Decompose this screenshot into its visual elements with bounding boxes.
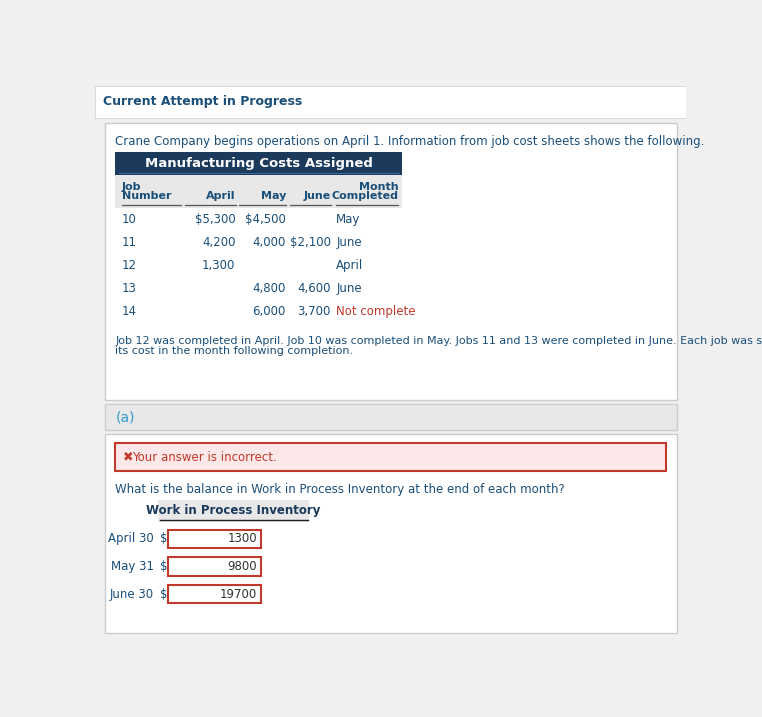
Text: Job 12 was completed in April. Job 10 was completed in May. Jobs 11 and 13 were : Job 12 was completed in April. Job 10 wa…	[115, 336, 762, 346]
Text: 14: 14	[122, 305, 136, 318]
Text: Completed: Completed	[331, 191, 399, 201]
Text: Manufacturing Costs Assigned: Manufacturing Costs Assigned	[145, 157, 373, 171]
Text: Month: Month	[359, 181, 399, 191]
Text: 4,000: 4,000	[252, 236, 286, 249]
Text: May 31: May 31	[111, 560, 154, 573]
Text: $: $	[160, 588, 168, 601]
Text: Your answer is incorrect.: Your answer is incorrect.	[133, 451, 277, 464]
Text: April 30: April 30	[108, 532, 154, 546]
Text: May: May	[261, 191, 286, 201]
Text: ✖: ✖	[123, 451, 133, 464]
Text: $5,300: $5,300	[195, 213, 235, 226]
Text: Crane Company begins operations on April 1. Information from job cost sheets sho: Crane Company begins operations on April…	[115, 136, 705, 148]
Bar	[168, 530, 261, 548]
Bar	[104, 434, 677, 632]
Text: June: June	[303, 191, 331, 201]
Bar	[104, 123, 677, 400]
Text: June: June	[336, 282, 362, 295]
Text: May: May	[336, 213, 360, 226]
Text: April: April	[336, 259, 363, 272]
Bar	[168, 585, 261, 604]
Text: June: June	[336, 236, 362, 249]
Text: 1,300: 1,300	[202, 259, 235, 272]
Text: June 30: June 30	[110, 588, 154, 601]
Text: its cost in the month following completion.: its cost in the month following completi…	[115, 346, 354, 356]
Text: 10: 10	[122, 213, 136, 226]
Text: Work in Process Inventory: Work in Process Inventory	[146, 504, 321, 517]
Text: (a): (a)	[115, 410, 135, 424]
Bar	[115, 443, 666, 471]
Text: 4,600: 4,600	[297, 282, 331, 295]
Text: April: April	[206, 191, 235, 201]
Text: 9800: 9800	[228, 560, 258, 573]
Bar	[115, 152, 402, 176]
Text: 1300: 1300	[228, 532, 258, 546]
Text: Current Attempt in Progress: Current Attempt in Progress	[103, 95, 303, 108]
Text: 11: 11	[122, 236, 136, 249]
Text: 6,000: 6,000	[252, 305, 286, 318]
Text: Not complete: Not complete	[336, 305, 416, 318]
Bar	[95, 86, 686, 118]
Text: $4,500: $4,500	[245, 213, 286, 226]
Bar	[115, 176, 402, 208]
Bar	[104, 404, 677, 430]
Text: $: $	[160, 560, 168, 573]
Bar	[158, 500, 309, 522]
Text: 4,200: 4,200	[202, 236, 235, 249]
Text: $: $	[160, 532, 168, 546]
Text: Job: Job	[122, 181, 141, 191]
Text: $2,100: $2,100	[290, 236, 331, 249]
Text: 19700: 19700	[220, 588, 258, 601]
Text: 12: 12	[122, 259, 136, 272]
Text: 3,700: 3,700	[297, 305, 331, 318]
Text: Number: Number	[122, 191, 171, 201]
Text: 4,800: 4,800	[252, 282, 286, 295]
Text: What is the balance in Work in Process Inventory at the end of each month?: What is the balance in Work in Process I…	[115, 483, 565, 496]
Text: 13: 13	[122, 282, 136, 295]
Bar	[168, 557, 261, 576]
